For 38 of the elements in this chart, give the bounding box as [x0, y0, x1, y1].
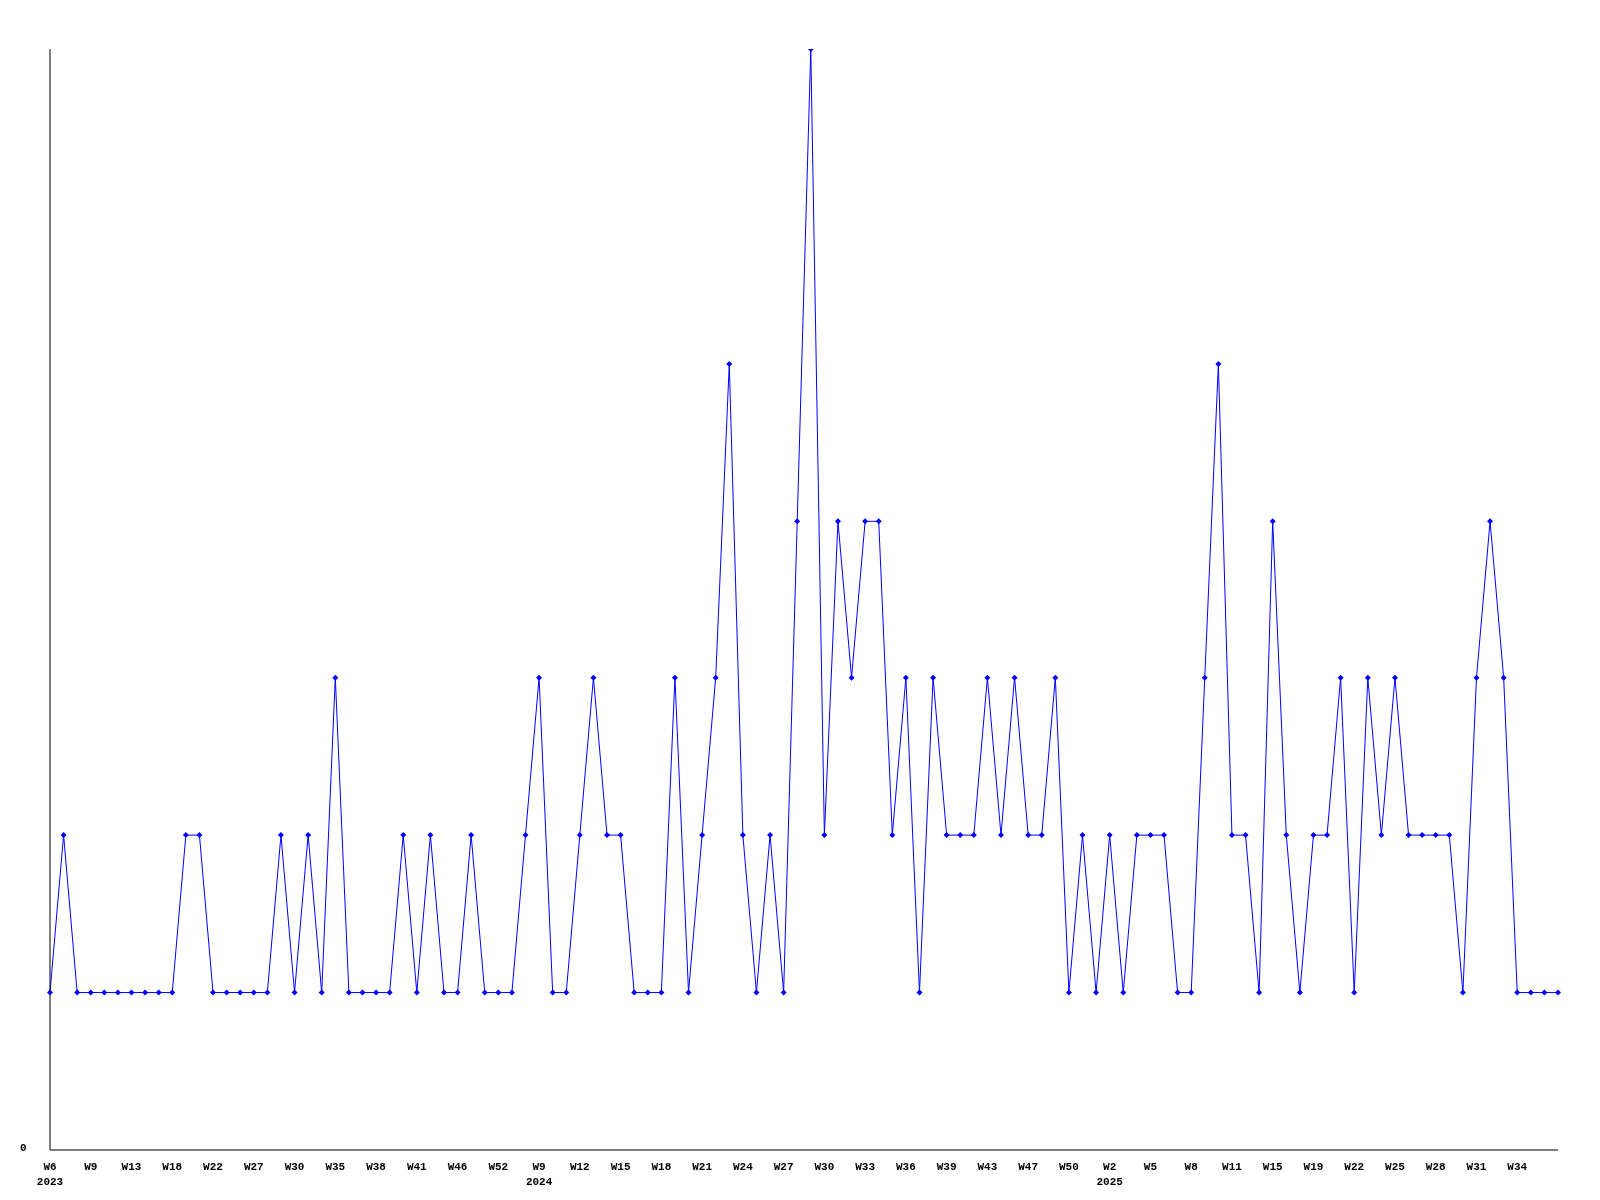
x-tick-label: W21 — [692, 1161, 713, 1173]
x-tick-label: W30 — [284, 1161, 305, 1173]
x-tick-label: W13 — [121, 1161, 142, 1173]
x-tick-label: W22 — [1344, 1161, 1365, 1173]
x-tick-label: W31 — [1466, 1161, 1487, 1173]
x-tick-label: W28 — [1425, 1161, 1447, 1173]
x-tick-label: W12 — [569, 1161, 590, 1173]
x-tick-label: W39 — [936, 1161, 957, 1173]
x-tick-label: W18 — [651, 1161, 672, 1173]
x-tick-label: W43 — [977, 1161, 998, 1173]
x-tick-label: W18 — [162, 1161, 183, 1173]
x-tick-label: W11 — [1222, 1161, 1243, 1173]
x-tick-label: W8 — [1184, 1161, 1199, 1173]
x-tick-label: W27 — [243, 1161, 264, 1173]
x-tick-label: W9 2024 — [525, 1161, 553, 1188]
x-tick-label: W52 — [488, 1161, 509, 1173]
text: 0 — [20, 1142, 27, 1155]
x-tick-label: W5 — [1143, 1161, 1158, 1173]
x-tick-label: W33 — [855, 1161, 876, 1173]
x-tick-label: W25 — [1385, 1161, 1406, 1173]
x-tick-label: W34 — [1507, 1161, 1528, 1173]
x-tick-label: W9 — [84, 1161, 98, 1173]
x-tick-label: W6 2023 — [36, 1161, 64, 1188]
x-tick-label: W36 — [895, 1161, 916, 1173]
x-tick-label: W50 — [1059, 1161, 1079, 1173]
x-tick-label: W27 — [773, 1161, 794, 1173]
x-tick-label: W22 — [203, 1161, 223, 1173]
x-tick-label: W47 — [1018, 1161, 1039, 1173]
x-tick-label: W2 2025 — [1096, 1161, 1124, 1188]
x-tick-label: W46 — [447, 1161, 468, 1173]
x-tick-label: W38 — [366, 1161, 387, 1173]
x-tick-label: W15 — [1262, 1161, 1283, 1173]
x-tick-label: W24 — [732, 1161, 754, 1173]
x-tick-label: W35 — [325, 1161, 346, 1173]
x-tick-label: W19 — [1303, 1161, 1324, 1173]
x-tick-label: W15 — [610, 1161, 631, 1173]
x-tick-label: W41 — [406, 1161, 428, 1173]
x-tick-label: W30 — [814, 1161, 835, 1173]
